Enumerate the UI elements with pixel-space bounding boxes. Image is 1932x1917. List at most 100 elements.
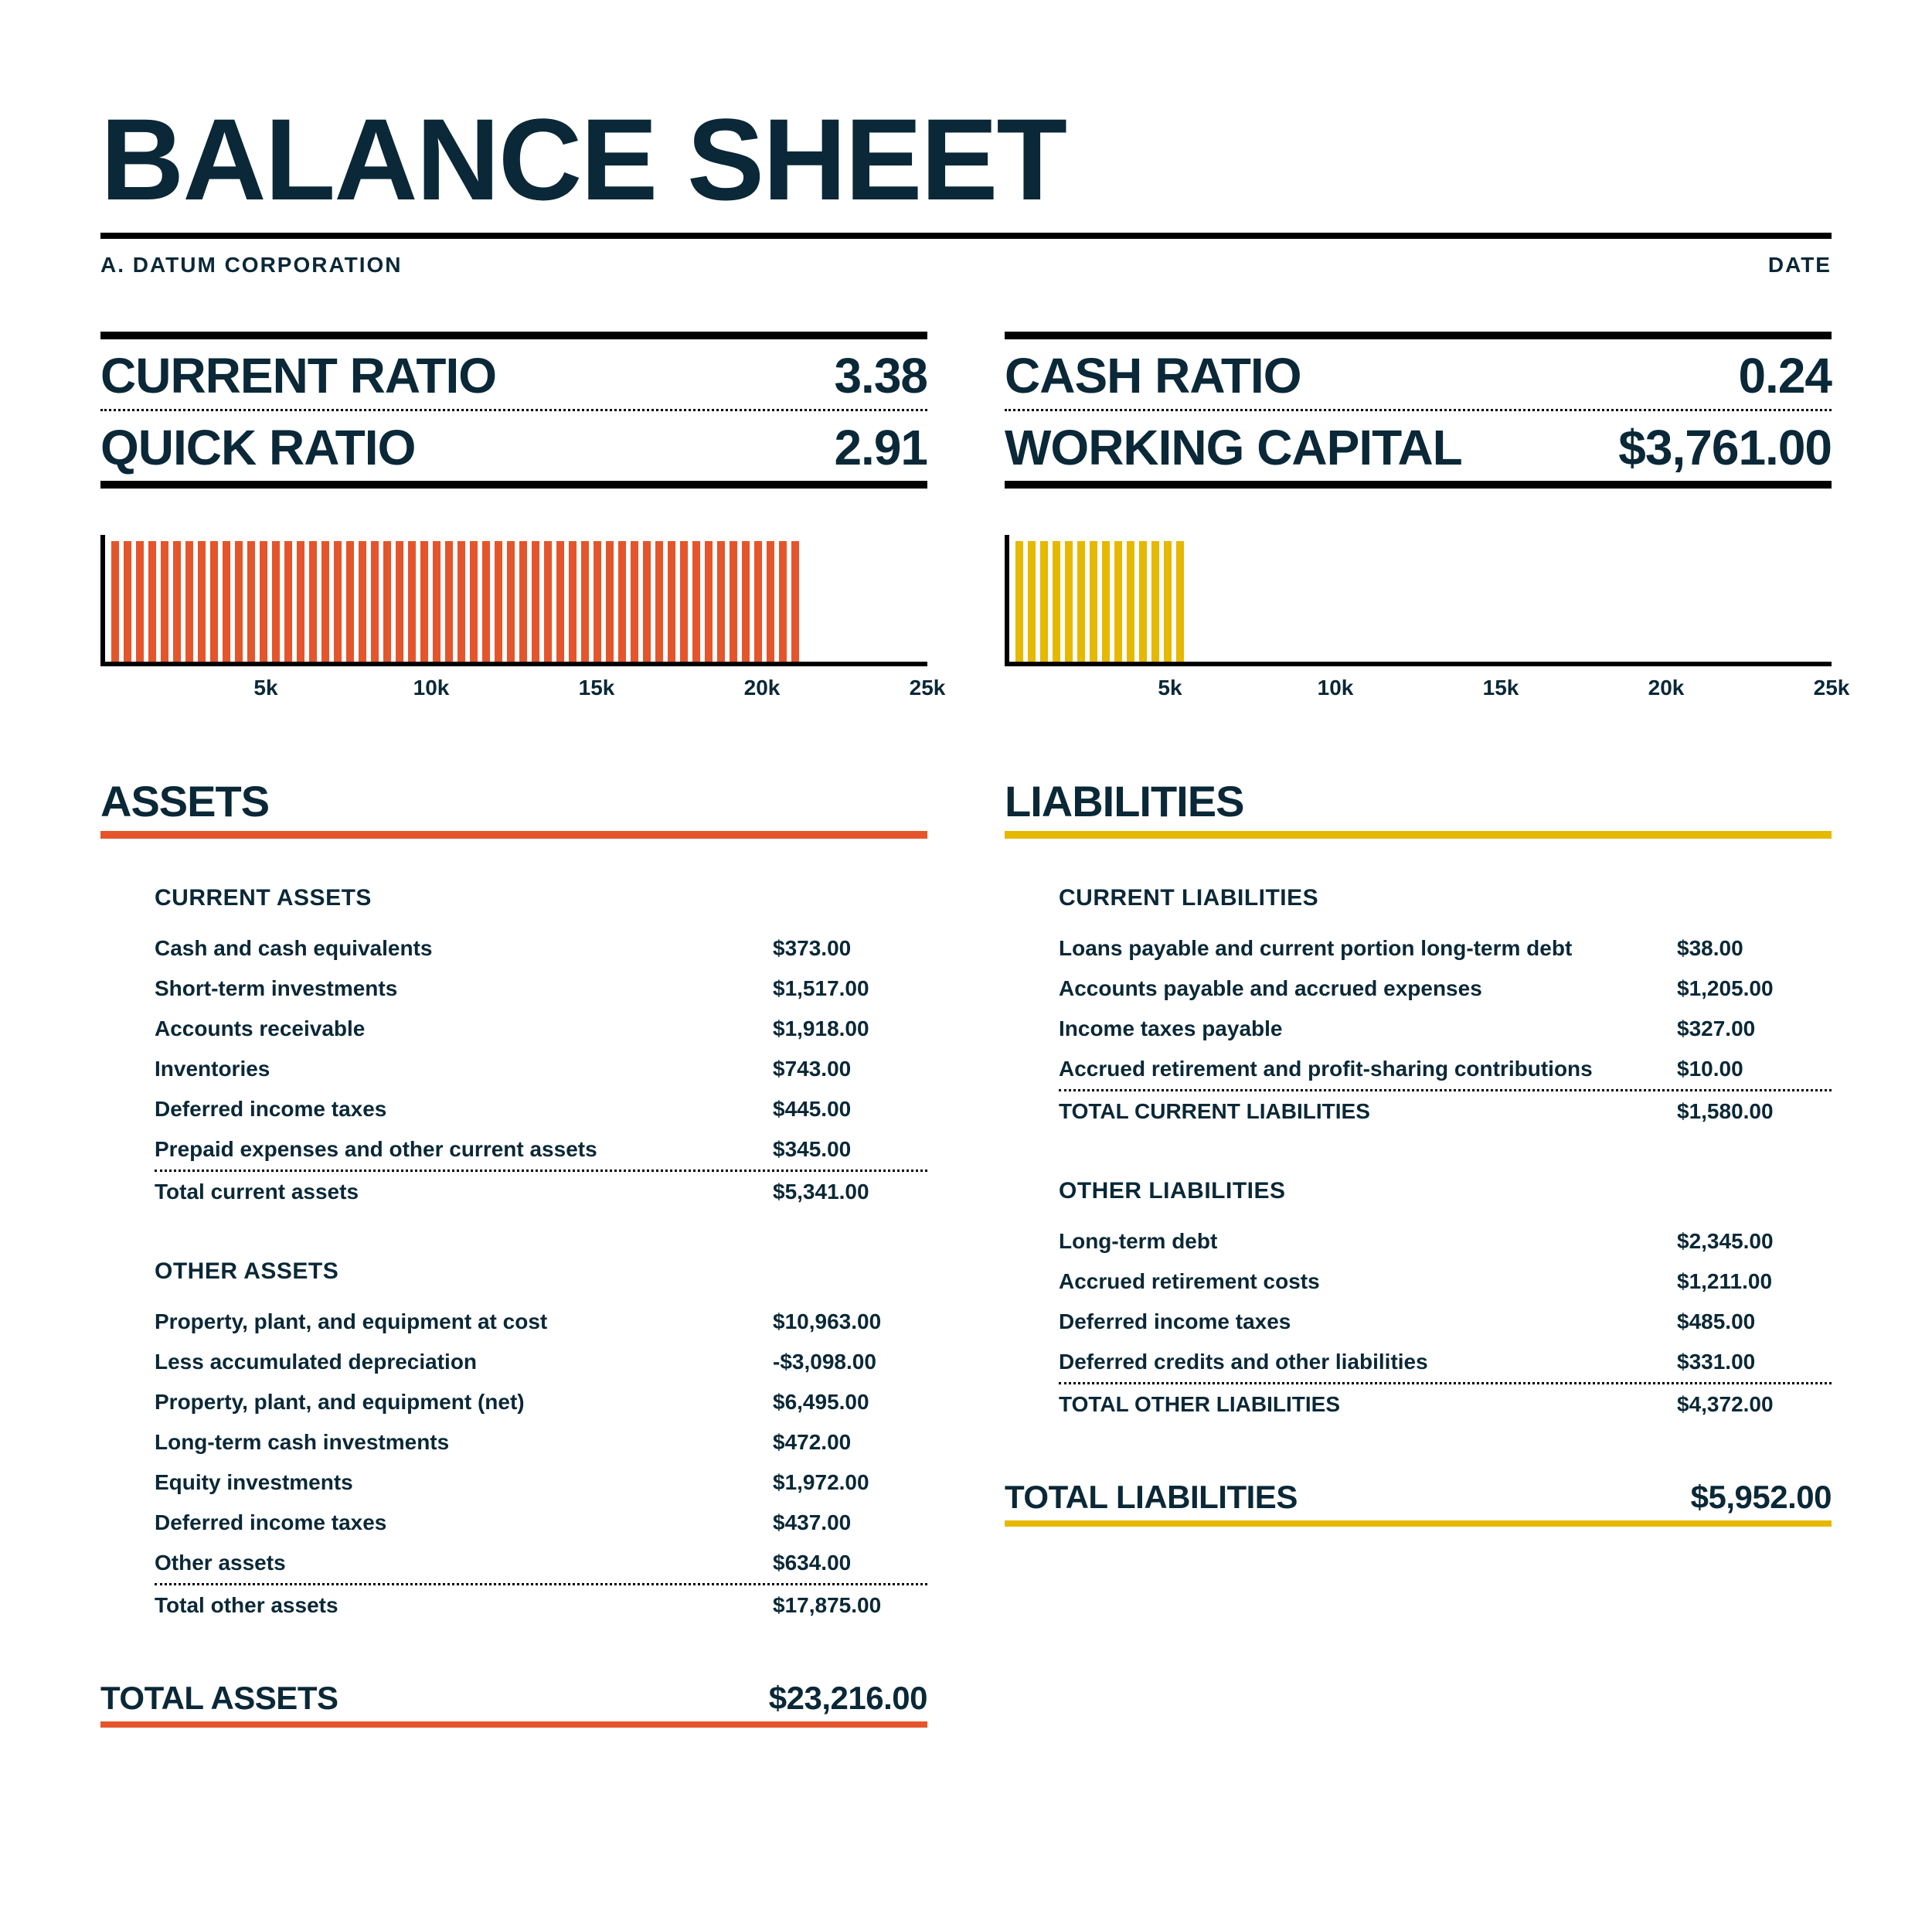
line-item-label: Property, plant, and equipment (net)	[155, 1390, 525, 1415]
chart-bar	[272, 541, 280, 662]
line-item-value: $2,345.00	[1677, 1229, 1832, 1254]
axis-tick: 10k	[1318, 676, 1354, 700]
liabilities-chart: 5k10k15k20k25k	[1005, 535, 1832, 707]
chart-bar	[1176, 541, 1184, 662]
chart-bar	[445, 541, 453, 662]
line-item-row: Accounts payable and accrued expenses$1,…	[1059, 969, 1832, 1009]
group-total-value: $1,580.00	[1677, 1099, 1832, 1124]
ratio-value: $3,761.00	[1618, 419, 1832, 476]
line-item-label: Accounts payable and accrued expenses	[1059, 976, 1482, 1001]
group-heading: OTHER LIABILITIES	[1059, 1178, 1832, 1204]
ratio-label: CASH RATIO	[1005, 347, 1301, 404]
ratio-value: 3.38	[834, 347, 927, 404]
line-item-label: Accounts receivable	[155, 1016, 365, 1041]
chart-bar	[1164, 541, 1172, 662]
line-item-value: $38.00	[1677, 936, 1832, 961]
line-item-row: Less accumulated depreciation -$3,098.00	[155, 1342, 927, 1382]
chart-bar	[544, 541, 552, 662]
chart-bar	[754, 541, 762, 662]
line-item-row: Deferred income taxes $485.00	[1059, 1302, 1832, 1342]
line-item-row: Income taxes payable$327.00	[1059, 1009, 1832, 1049]
chart-bar	[1065, 541, 1073, 662]
ratio-value: 0.24	[1738, 347, 1832, 404]
grand-total-label: TOTAL LIABILITIES	[1005, 1479, 1298, 1516]
line-item-label: Property, plant, and equipment at cost	[155, 1309, 547, 1334]
chart-bar	[383, 541, 391, 662]
line-item-value: $485.00	[1677, 1309, 1832, 1334]
chart-bar	[705, 541, 713, 662]
group-total-row: Total other assets$17,875.00	[155, 1583, 927, 1626]
chart-bar	[594, 541, 601, 662]
group-heading: CURRENT LIABILITIES	[1059, 885, 1832, 911]
line-item-row: Other assets $634.00	[155, 1543, 927, 1583]
line-item-row: Accounts receivable $1,918.00	[155, 1009, 927, 1049]
chart-bar	[717, 541, 725, 662]
chart-bar	[371, 541, 379, 662]
chart-bar	[495, 541, 502, 662]
chart-bar	[173, 541, 181, 662]
assets-chart: 5k10k15k20k25k	[100, 535, 927, 707]
grand-total-row: TOTAL ASSETS$23,216.00	[100, 1672, 927, 1728]
ratios-right: CASH RATIO0.24WORKING CAPITAL$3,761.00	[1005, 332, 1832, 489]
line-item-value: $331.00	[1677, 1350, 1832, 1374]
line-item-value: -$3,098.00	[773, 1350, 927, 1374]
chart-bar	[124, 541, 131, 662]
liabilities-title: LIABILITIES	[1005, 776, 1832, 839]
line-item-label: Deferred income taxes	[1059, 1309, 1291, 1334]
ratio-label: CURRENT RATIO	[100, 347, 496, 404]
group-total-row: Total current assets $5,341.00	[155, 1170, 927, 1212]
assets-column: ASSETS CURRENT ASSETSCash and cash equiv…	[100, 776, 927, 1728]
group-total-label: Total current assets	[155, 1180, 359, 1204]
chart-bar	[111, 541, 119, 662]
line-item-row: Inventories$743.00	[155, 1049, 927, 1089]
company-name: A. DATUM CORPORATION	[100, 253, 403, 278]
chart-bar	[742, 541, 750, 662]
line-item-group: CURRENT ASSETS Cash and cash equivalents$…	[100, 885, 927, 1212]
line-item-label: Prepaid expenses and other current asset…	[155, 1137, 597, 1162]
line-item-row: Accrued retirement costs$1,211.00	[1059, 1262, 1832, 1302]
line-item-group: OTHER ASSETSProperty, plant, and equipme…	[100, 1258, 927, 1626]
ratios-left: CURRENT RATIO3.38QUICK RATIO2.91	[100, 332, 927, 489]
line-item-label: Deferred credits and other liabilities	[1059, 1350, 1428, 1374]
line-item-label: Long-term debt	[1059, 1229, 1217, 1254]
chart-bar	[457, 541, 465, 662]
chart-bar	[210, 541, 218, 662]
chart-bar	[309, 541, 317, 662]
line-item-value: $373.00	[773, 936, 927, 961]
line-item-value: $6,495.00	[773, 1390, 927, 1415]
group-total-label: TOTAL OTHER LIABILITIES	[1059, 1392, 1340, 1417]
ratio-label: QUICK RATIO	[100, 419, 415, 476]
group-heading: CURRENT ASSETS	[155, 885, 927, 911]
chart-bar	[519, 541, 527, 662]
line-item-row: Long-term debt $2,345.00	[1059, 1221, 1832, 1262]
chart-bar	[1015, 541, 1023, 662]
line-item-value: $1,918.00	[773, 1016, 927, 1041]
chart-bar	[1053, 541, 1060, 662]
line-item-value: $634.00	[773, 1551, 927, 1575]
ratios-section: CURRENT RATIO3.38QUICK RATIO2.91 5k10k15…	[100, 332, 1832, 776]
chart-bar	[470, 541, 478, 662]
line-item-value: $445.00	[773, 1097, 927, 1122]
axis-tick: 25k	[910, 676, 946, 700]
line-item-row: Cash and cash equivalents$373.00	[155, 928, 927, 969]
grand-total-value: $23,216.00	[769, 1680, 927, 1717]
ratio-row: CURRENT RATIO 3.38	[100, 339, 927, 409]
group-total-value: $4,372.00	[1677, 1392, 1832, 1417]
page-title: BALANCE SHEET	[100, 93, 1832, 239]
axis-tick: 15k	[1483, 676, 1519, 700]
line-item-label: Less accumulated depreciation	[155, 1350, 477, 1374]
chart-bar	[631, 541, 638, 662]
chart-bar	[556, 541, 564, 662]
line-item-row: Equity investments$1,972.00	[155, 1462, 927, 1503]
grand-total-row: TOTAL LIABILITIES$5,952.00	[1005, 1471, 1832, 1527]
chart-bar	[1139, 541, 1147, 662]
chart-bar	[284, 541, 292, 662]
line-item-value: $1,211.00	[1677, 1269, 1832, 1294]
line-item-label: Other assets	[155, 1551, 286, 1575]
liabilities-column: LIABILITIES CURRENT LIABILITIESLoans pay…	[1005, 776, 1832, 1728]
line-item-label: Deferred income taxes	[155, 1097, 386, 1122]
line-item-value: $345.00	[773, 1137, 927, 1162]
chart-bar	[1114, 541, 1122, 662]
group-total-value: $5,341.00	[773, 1180, 927, 1204]
line-item-label: Equity investments	[155, 1470, 353, 1495]
